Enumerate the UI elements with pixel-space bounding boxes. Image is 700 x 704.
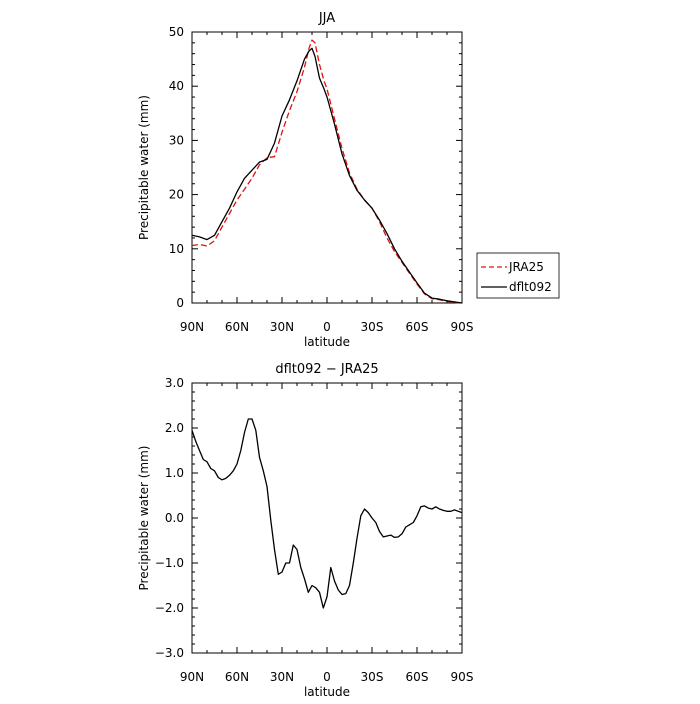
series-line-diff-0 (191, 418, 463, 609)
legend-label: JRA25 (508, 260, 544, 274)
y-tick-label: −3.0 (155, 646, 184, 660)
series-line-dflt092 (191, 47, 463, 304)
y-tick-label: 2.0 (165, 421, 184, 435)
y-axis-label: Precipitable water (mm) (137, 446, 151, 591)
x-tick-label: 90S (451, 320, 474, 334)
x-tick-label: 30S (361, 320, 384, 334)
y-tick-label: 30 (169, 133, 184, 147)
x-tick-label: 60S (406, 320, 429, 334)
x-tick-label: 90N (180, 320, 204, 334)
y-tick-label: 20 (169, 188, 184, 202)
charts-root: JJA 90N 60N 30N 0 30S 60S 90S 0 10 20 30 40 50 latitud… (137, 11, 560, 699)
chart-title: dflt092 − JRA25 (275, 362, 378, 377)
x-axis-label: latitude (304, 335, 350, 349)
plot-frame (191, 382, 463, 654)
x-tick-label: 60N (225, 670, 249, 684)
x-tick-label: 30N (270, 670, 294, 684)
y-tick-label: 0.0 (165, 511, 184, 525)
y-axis-label: Precipitable water (mm) (137, 95, 151, 240)
chart-panel-2: dflt092 − JRA25 90N 60N 30N 0 30S 60S 90S −3.0 −2… (137, 362, 473, 699)
y-tick-label: −1.0 (155, 556, 184, 570)
y-tick-label: 50 (169, 25, 184, 39)
x-tick-label: 60S (406, 670, 429, 684)
legend: JRA25 dflt092 (476, 252, 560, 299)
y-tick-label: 1.0 (165, 466, 184, 480)
x-tick-label: 30S (361, 670, 384, 684)
y-tick-label: 3.0 (165, 376, 184, 390)
x-tick-label: 90S (451, 670, 474, 684)
x-tick-label: 0 (323, 320, 331, 334)
legend-label: dflt092 (509, 280, 552, 294)
plot-frame (191, 31, 463, 304)
x-axis-label: latitude (304, 685, 350, 699)
chart-title: JJA (318, 11, 335, 26)
x-tick-label: 0 (323, 670, 331, 684)
x-tick-label: 90N (180, 670, 204, 684)
x-tick-label: 30N (270, 320, 294, 334)
y-tick-label: 0 (176, 296, 184, 310)
legend-box (476, 252, 560, 299)
x-tick-label: 60N (225, 320, 249, 334)
y-tick-label: 10 (169, 242, 184, 256)
y-tick-label: −2.0 (155, 601, 184, 615)
chart-panel-1: JJA 90N 60N 30N 0 30S 60S 90S 0 10 20 30 40 50 latitud… (137, 11, 560, 349)
series-line-jra25 (191, 39, 463, 304)
y-tick-label: 40 (169, 79, 184, 93)
